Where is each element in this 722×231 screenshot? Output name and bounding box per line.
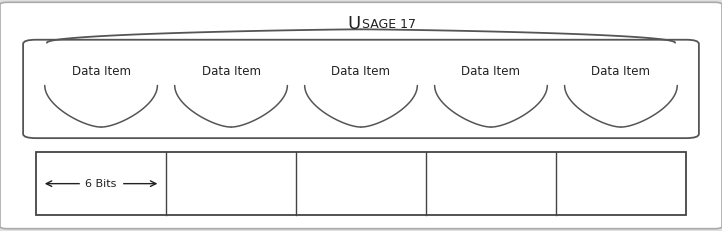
Text: SAGE 17: SAGE 17: [362, 18, 416, 31]
Text: Data Item: Data Item: [71, 65, 131, 78]
Text: U: U: [347, 15, 360, 33]
FancyBboxPatch shape: [23, 40, 699, 138]
Text: Data Item: Data Item: [331, 65, 391, 78]
Text: Data Item: Data Item: [201, 65, 261, 78]
Bar: [36, 152, 686, 215]
Text: Data Item: Data Item: [591, 65, 651, 78]
Text: Data Item: Data Item: [461, 65, 521, 78]
Text: 6 Bits: 6 Bits: [85, 179, 117, 189]
